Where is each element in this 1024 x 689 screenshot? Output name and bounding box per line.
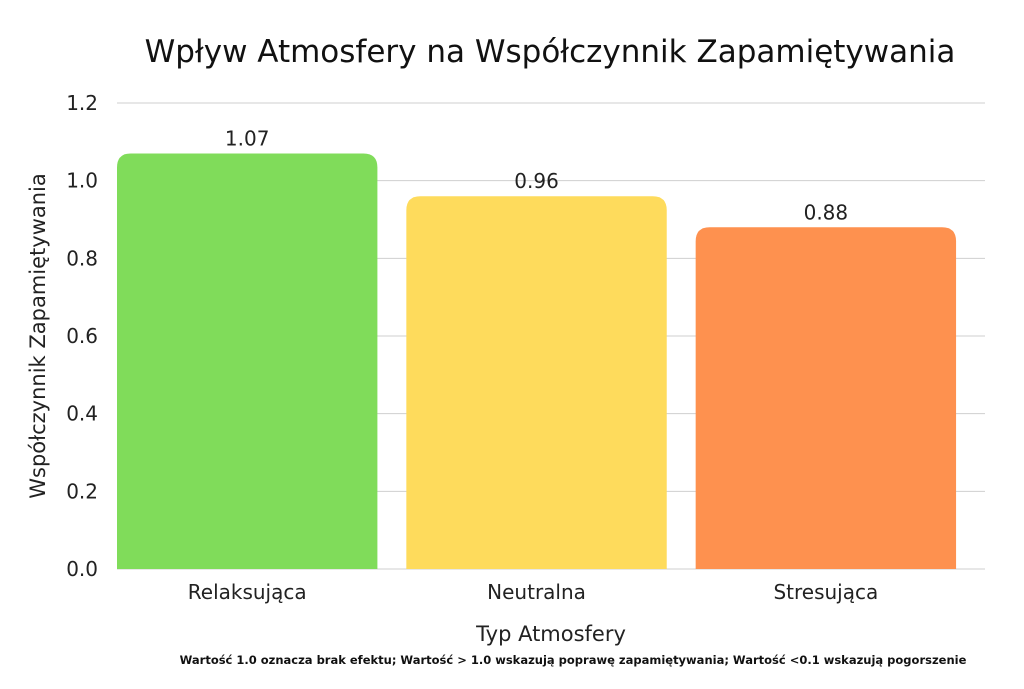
bar-1 <box>117 153 378 569</box>
chart-title: Wpływ Atmosfery na Współczynnik Zapamięt… <box>145 34 956 70</box>
data-label: 0.88 <box>804 200 849 224</box>
x-tick-label: Relaksująca <box>188 580 307 604</box>
x-tick-label: Stresująca <box>773 580 878 604</box>
data-label: 1.07 <box>225 126 270 150</box>
bar-3 <box>695 227 957 569</box>
bars <box>117 153 957 569</box>
data-labels: 1.07 0.96 0.88 <box>225 126 848 224</box>
bar-2 <box>406 196 667 569</box>
y-tick-label: 1.0 <box>66 169 98 193</box>
y-axis-ticks: 0.0 0.2 0.4 0.6 0.8 1.0 1.2 <box>66 91 98 581</box>
y-tick-label: 0.2 <box>66 479 98 503</box>
x-axis-label: Typ Atmosfery <box>475 622 626 646</box>
y-tick-label: 0.8 <box>66 246 98 270</box>
y-tick-label: 0.0 <box>66 557 98 581</box>
x-tick-label: Neutralna <box>487 580 586 604</box>
footnote: Wartość 1.0 oznacza brak efektu; Wartość… <box>180 653 967 667</box>
data-label: 0.96 <box>514 169 559 193</box>
x-axis-ticks: Relaksująca Neutralna Stresująca <box>188 580 878 604</box>
y-tick-label: 0.4 <box>66 402 98 426</box>
y-tick-label: 0.6 <box>66 324 98 348</box>
y-axis-label: Współczynnik Zapamiętywania <box>26 173 50 499</box>
y-tick-label: 1.2 <box>66 91 98 115</box>
